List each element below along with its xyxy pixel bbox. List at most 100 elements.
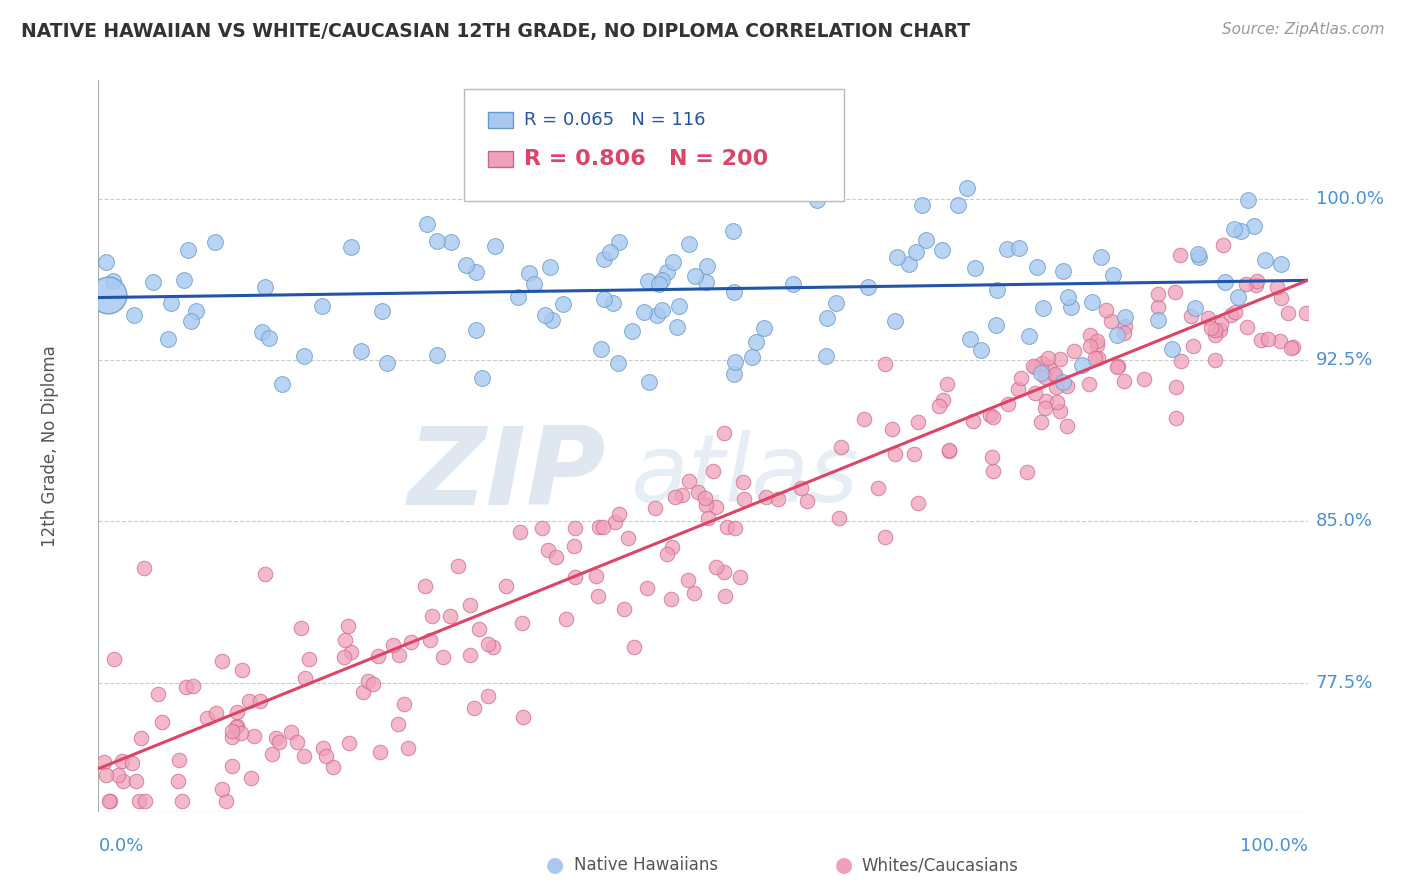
Point <box>875 530 897 544</box>
Point <box>898 257 921 271</box>
Point <box>1081 294 1104 309</box>
Point <box>983 410 1005 425</box>
Point <box>467 623 489 637</box>
Point <box>463 701 485 715</box>
Point <box>1204 328 1226 343</box>
Point <box>1184 301 1206 315</box>
Point <box>195 711 218 725</box>
Point <box>1270 292 1292 306</box>
Point <box>1063 344 1085 359</box>
Point <box>101 274 124 288</box>
Point <box>239 771 262 785</box>
Point <box>1244 277 1267 292</box>
Point <box>824 295 846 310</box>
Point <box>724 521 747 535</box>
Point <box>335 633 357 648</box>
Point <box>266 731 288 746</box>
Text: atlas: atlas <box>630 430 859 521</box>
Point <box>238 694 260 708</box>
Point <box>1087 351 1109 365</box>
Point <box>1223 305 1246 319</box>
Point <box>636 581 658 595</box>
Point <box>637 274 659 288</box>
Point <box>588 589 610 603</box>
Text: 92.5%: 92.5% <box>1316 351 1374 369</box>
Point <box>368 745 391 759</box>
Point <box>1024 386 1046 401</box>
Point <box>1114 310 1136 325</box>
Point <box>132 560 155 574</box>
Point <box>174 680 197 694</box>
Point <box>1010 370 1032 384</box>
Point <box>661 592 683 607</box>
Point <box>96 255 118 269</box>
Point <box>638 375 661 389</box>
Point <box>294 671 316 685</box>
Point <box>211 782 233 797</box>
Point <box>741 350 763 364</box>
Point <box>1038 359 1060 374</box>
Point <box>280 725 302 739</box>
Point <box>231 664 253 678</box>
Point <box>1188 250 1211 264</box>
Point <box>1168 248 1191 262</box>
Point <box>160 295 183 310</box>
Point <box>683 586 706 600</box>
Point <box>221 758 243 772</box>
Point <box>1270 257 1292 271</box>
Point <box>1052 376 1074 390</box>
Text: NATIVE HAWAIIAN VS WHITE/CAUCASIAN 12TH GRADE, NO DIPLOMA CORRELATION CHART: NATIVE HAWAIIAN VS WHITE/CAUCASIAN 12TH … <box>21 22 970 41</box>
Text: Whites/Caucasians: Whites/Caucasians <box>862 856 1019 874</box>
Point <box>678 236 700 251</box>
Point <box>1107 359 1129 373</box>
Point <box>1101 268 1123 282</box>
Point <box>605 515 627 529</box>
Point <box>875 357 897 371</box>
Point <box>1043 368 1066 382</box>
Point <box>225 720 247 734</box>
Point <box>724 355 747 369</box>
Point <box>477 637 499 651</box>
Point <box>340 240 363 254</box>
Point <box>382 638 405 652</box>
Point <box>1146 287 1168 301</box>
Point <box>1029 366 1052 380</box>
Point <box>1234 277 1257 291</box>
Point <box>733 475 755 490</box>
Point <box>495 579 517 593</box>
Point <box>905 245 928 260</box>
Point <box>903 447 925 461</box>
Point <box>984 318 1007 332</box>
Point <box>688 485 710 500</box>
Point <box>796 493 818 508</box>
Point <box>250 325 273 339</box>
Point <box>599 244 621 259</box>
Point <box>361 677 384 691</box>
Point <box>460 648 482 663</box>
Point <box>1236 320 1258 334</box>
Point <box>551 297 574 311</box>
Point <box>112 774 135 789</box>
Point <box>1022 359 1045 374</box>
Point <box>242 730 264 744</box>
Point <box>254 566 277 581</box>
Point <box>506 290 529 304</box>
Point <box>157 332 180 346</box>
Point <box>1187 246 1209 260</box>
Point <box>321 760 343 774</box>
Point <box>465 265 488 279</box>
Point <box>721 224 744 238</box>
Point <box>337 619 360 633</box>
Point <box>205 706 228 721</box>
Text: ●: ● <box>835 855 852 875</box>
Text: ●: ● <box>547 855 564 875</box>
Text: 0.0%: 0.0% <box>98 837 143 855</box>
Point <box>969 343 991 357</box>
Point <box>482 640 505 654</box>
Point <box>464 323 486 337</box>
Point <box>180 314 202 328</box>
Point <box>695 498 717 512</box>
Point <box>1049 404 1071 418</box>
Point <box>1107 360 1129 375</box>
Point <box>477 690 499 704</box>
